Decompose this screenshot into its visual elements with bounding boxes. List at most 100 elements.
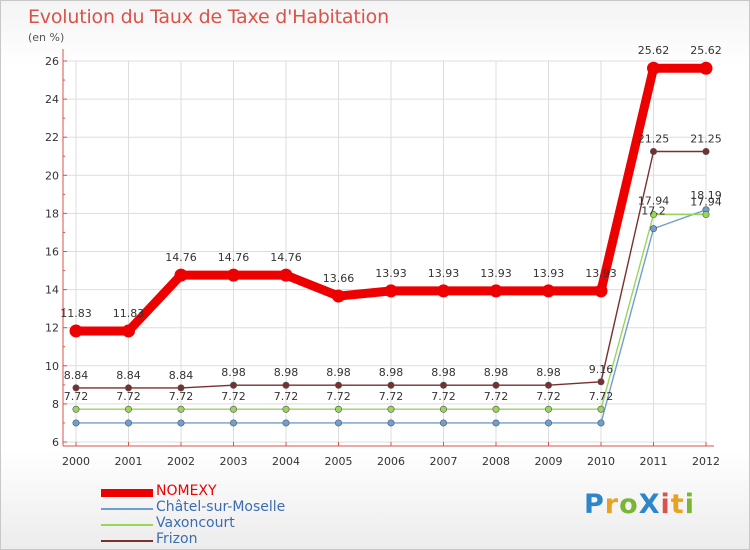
legend-item: Vaxoncourt (101, 515, 341, 533)
data-point (702, 211, 710, 219)
data-point (649, 147, 657, 155)
data-label: 7.72 (379, 390, 404, 403)
data-label: 13.93 (585, 267, 617, 280)
data-point (282, 419, 290, 427)
axes: 6 8 10 12 14 16 18 20 22 24 26 2000 2001 2002 2003 2004… (45, 49, 720, 468)
data-label: 8.98 (221, 366, 246, 379)
data-label: 14.76 (218, 251, 250, 264)
data-label: 7.72 (536, 390, 561, 403)
legend-swatch (101, 489, 153, 497)
x-tick-label: 2008 (482, 455, 510, 468)
data-point (542, 284, 555, 298)
data-point (177, 384, 185, 392)
data-label: 7.72 (326, 390, 351, 403)
data-label: 7.72 (589, 390, 614, 403)
x-tick-label: 2010 (587, 455, 615, 468)
x-tick-label: 2009 (535, 455, 563, 468)
logo-letter: X (638, 489, 661, 520)
x-tick-label: 2012 (692, 455, 720, 468)
data-label: 13.66 (323, 272, 355, 285)
data-point (492, 419, 500, 427)
y-tick-label: 8 (52, 398, 59, 411)
logo-letter: r (604, 489, 620, 520)
chart-subtitle: (en %) (28, 31, 65, 44)
data-label: 17.94 (690, 196, 722, 209)
data-label: 14.76 (270, 251, 302, 264)
data-point (282, 405, 290, 413)
legend-swatch (101, 524, 153, 526)
grid-lines (63, 60, 707, 443)
data-point (647, 61, 660, 75)
data-point (72, 405, 80, 413)
data-label: 8.98 (431, 366, 456, 379)
y-tick-label: 10 (45, 360, 59, 373)
data-point (332, 289, 345, 303)
data-point (649, 211, 657, 219)
data-point (492, 405, 500, 413)
data-point (334, 405, 342, 413)
data-point (177, 405, 185, 413)
data-point (177, 419, 185, 427)
data-point (594, 284, 608, 298)
data-point (174, 268, 188, 282)
y-tick-label: 18 (45, 207, 59, 220)
data-point (72, 384, 80, 392)
data-point (387, 405, 395, 413)
data-label: 8.98 (379, 366, 404, 379)
x-tick-label: 2011 (640, 455, 668, 468)
data-label: 7.72 (484, 390, 509, 403)
legend-label: Châtel-sur-Moselle (156, 499, 286, 515)
data-point (702, 147, 710, 155)
data-point (282, 381, 290, 389)
data-label: 17.94 (638, 195, 670, 208)
data-point (597, 378, 605, 386)
data-label: 7.72 (116, 390, 141, 403)
data-point (72, 419, 80, 427)
data-point (544, 419, 552, 427)
data-label: 7.72 (64, 390, 89, 403)
x-tick-label: 2001 (115, 455, 143, 468)
logo-letter: i (684, 489, 695, 520)
data-label: 14.76 (165, 251, 197, 264)
y-tick-label: 16 (45, 246, 59, 259)
data-point (439, 405, 447, 413)
data-label: 25.62 (638, 44, 670, 57)
data-point (69, 324, 83, 338)
y-tick-label: 20 (45, 169, 59, 182)
chart-title: Evolution du Taux de Taxe d'Habitation (28, 6, 389, 28)
legend-swatch (101, 508, 153, 510)
data-point (597, 405, 605, 413)
y-tick-label: 24 (45, 93, 59, 106)
data-label: 13.93 (375, 267, 407, 280)
logo-letter: i (660, 489, 671, 520)
data-point (387, 419, 395, 427)
data-point (227, 268, 240, 282)
x-tick-label: 2000 (62, 455, 90, 468)
data-labels: 11.83 11.83 14.76 14.76 14.76 13.66 13.93 13.93… (60, 44, 722, 403)
data-point (699, 61, 713, 75)
legend-item: Châtel-sur-Moselle (101, 499, 341, 517)
data-label: 13.93 (533, 267, 565, 280)
data-label: 8.98 (536, 366, 561, 379)
data-point (279, 268, 293, 282)
data-label: 7.72 (274, 390, 299, 403)
data-point (439, 381, 447, 389)
data-point (384, 284, 398, 298)
x-tick-label: 2005 (325, 455, 353, 468)
legend-label: NOMEXY (156, 483, 217, 499)
data-point (125, 405, 133, 413)
logo-letter: o (619, 489, 639, 520)
data-point (122, 324, 135, 338)
data-label: 9.16 (589, 363, 614, 376)
data-label: 8.98 (274, 366, 299, 379)
x-tick-label: 2002 (167, 455, 195, 468)
data-point (544, 381, 552, 389)
y-tick-label: 26 (45, 55, 59, 68)
data-label: 25.62 (690, 44, 722, 57)
data-point (230, 381, 238, 389)
y-tick-label: 22 (45, 131, 59, 144)
x-tick-label: 2003 (220, 455, 248, 468)
data-label: 7.72 (431, 390, 456, 403)
